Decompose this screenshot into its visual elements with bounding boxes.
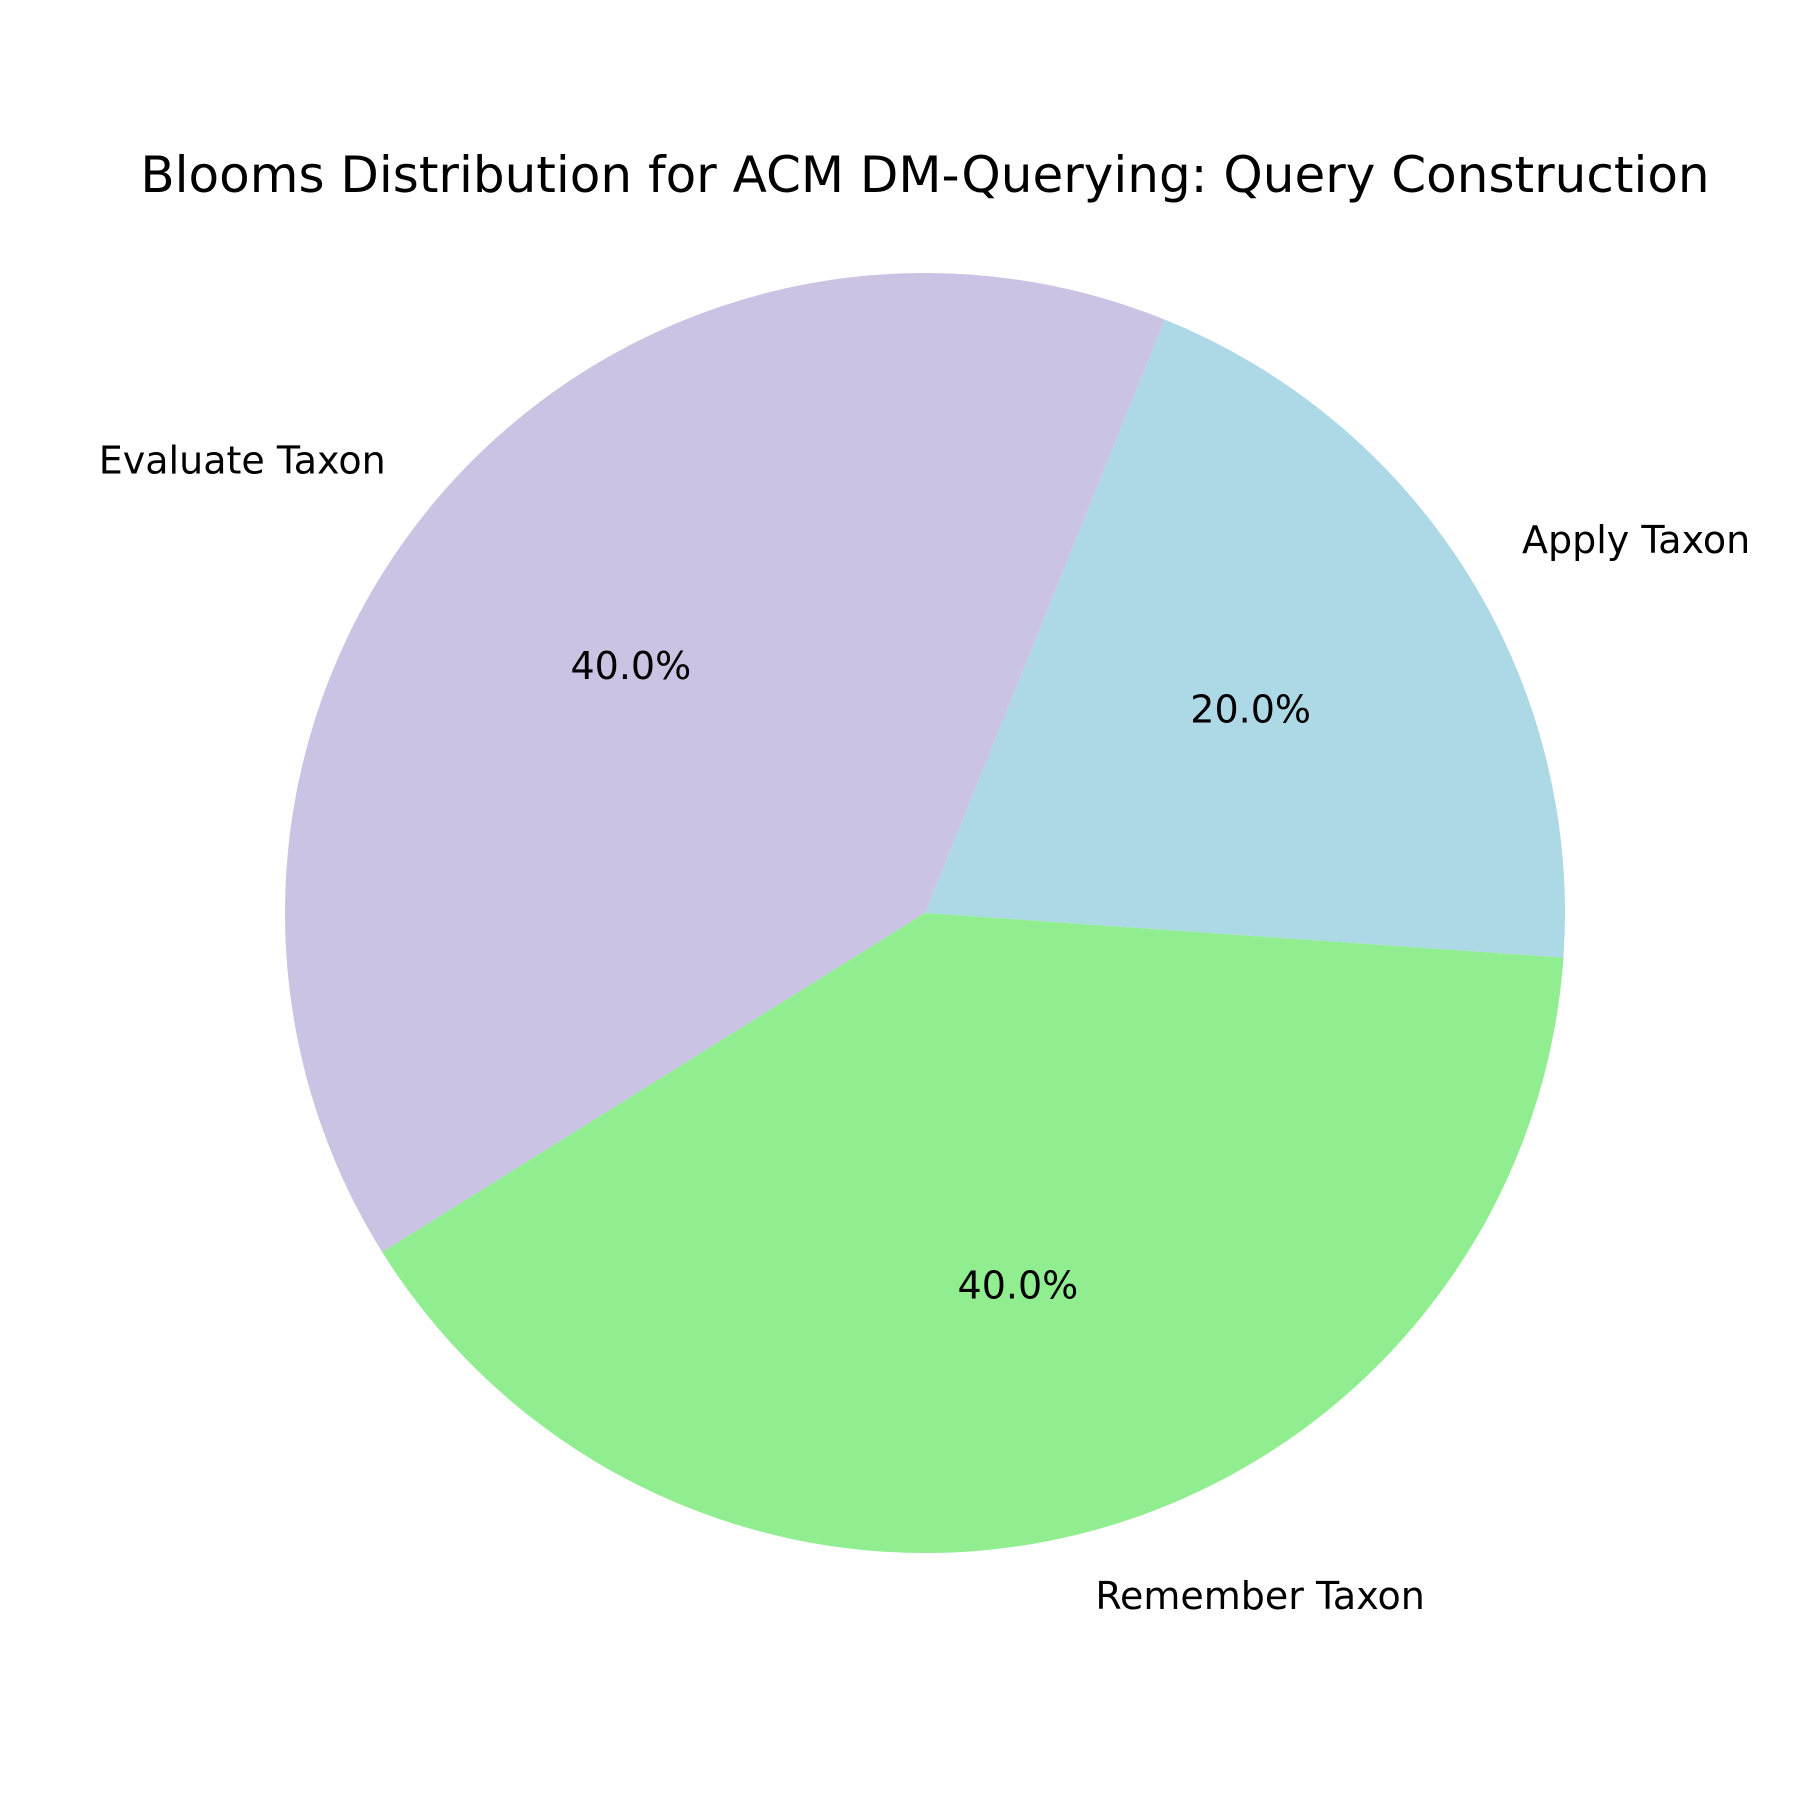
- slice-percent-evaluate-taxon: 40.0%: [570, 644, 691, 688]
- slice-label-remember-taxon: Remember Taxon: [1095, 1574, 1425, 1618]
- pie-slice-evaluate-taxon: [285, 272, 1165, 1253]
- pie-labels: Apply Taxon 20.0% Evaluate Taxon 40.0% Remem…: [99, 438, 1750, 1618]
- slice-label-evaluate-taxon: Evaluate Taxon: [99, 438, 386, 482]
- pie-slices: [285, 272, 1565, 1553]
- slice-percent-apply-taxon: 20.0%: [1190, 688, 1311, 732]
- slice-percent-remember-taxon: 40.0%: [958, 1264, 1079, 1308]
- slice-label-apply-taxon: Apply Taxon: [1522, 518, 1750, 562]
- pie-slice-apply-taxon: [925, 319, 1565, 958]
- chart-title: Blooms Distribution for ACM DM-Querying:…: [140, 146, 1709, 204]
- pie-slice-remember-taxon: [382, 913, 1564, 1553]
